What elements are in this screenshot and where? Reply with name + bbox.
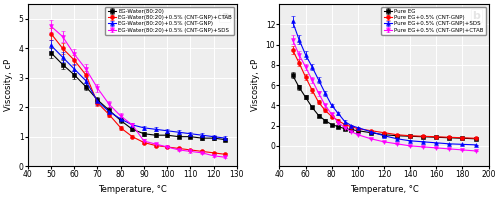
X-axis label: Temperature, °C: Temperature, °C [350, 185, 418, 194]
Text: a: a [221, 11, 228, 21]
Legend: EG-Water(80:20), EG-Water(80:20)+0.5% (CNT-GNP)+CTAB, EG-Water(80:20)+0.5% (CNT-: EG-Water(80:20), EG-Water(80:20)+0.5% (C… [106, 7, 234, 35]
Y-axis label: Viscosity, cP: Viscosity, cP [4, 59, 13, 111]
Text: b: b [472, 11, 480, 21]
Legend: Pure EG, Pure EG+0.5% (CNT-GNP), Pure EG+0.5% (CNT-GNP)+SDS, Pure EG+0.5% (CNT-G: Pure EG, Pure EG+0.5% (CNT-GNP), Pure EG… [382, 7, 486, 35]
X-axis label: Temperature, °C: Temperature, °C [98, 185, 166, 194]
Y-axis label: Viscosity, cP: Viscosity, cP [251, 59, 260, 111]
